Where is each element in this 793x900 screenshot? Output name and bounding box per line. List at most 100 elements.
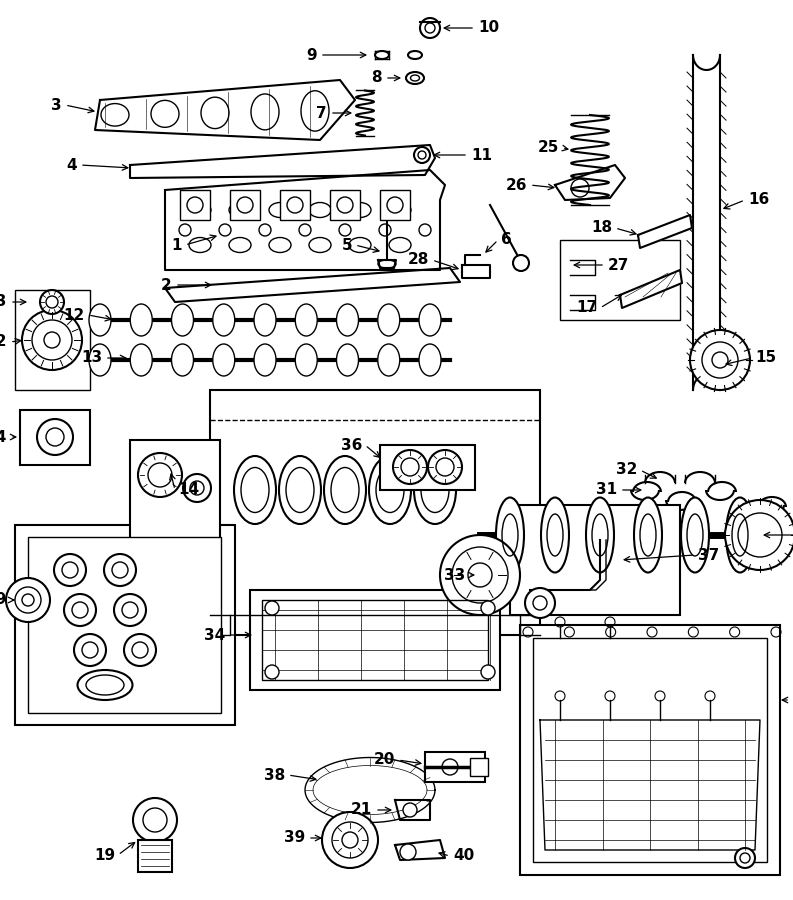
Circle shape (513, 255, 529, 271)
Ellipse shape (171, 304, 193, 336)
Polygon shape (540, 720, 760, 850)
Ellipse shape (541, 498, 569, 572)
Text: 17: 17 (576, 301, 597, 316)
Text: 15: 15 (755, 350, 776, 365)
Circle shape (690, 330, 750, 390)
Text: 1: 1 (171, 238, 182, 253)
Circle shape (393, 450, 427, 484)
Bar (510, 505, 680, 615)
Bar (180, 190, 210, 220)
Text: 14: 14 (178, 482, 199, 498)
Bar (533, 638, 767, 862)
Ellipse shape (375, 51, 389, 59)
Text: 23: 23 (0, 294, 7, 310)
Polygon shape (378, 260, 396, 268)
Circle shape (735, 848, 755, 868)
Circle shape (40, 290, 64, 314)
Ellipse shape (89, 304, 111, 336)
Text: 8: 8 (371, 70, 382, 86)
Circle shape (133, 798, 177, 842)
Bar (330, 190, 360, 220)
Circle shape (481, 665, 495, 679)
Bar (470, 758, 488, 776)
Polygon shape (305, 758, 435, 823)
Text: 31: 31 (596, 482, 617, 498)
Circle shape (265, 665, 279, 679)
Circle shape (403, 803, 417, 817)
Ellipse shape (234, 456, 276, 524)
Ellipse shape (78, 670, 132, 700)
Ellipse shape (634, 498, 662, 572)
Circle shape (138, 453, 182, 497)
Circle shape (400, 844, 416, 860)
Bar (380, 445, 475, 490)
Ellipse shape (295, 304, 317, 336)
Circle shape (114, 594, 146, 626)
Ellipse shape (171, 344, 193, 376)
Text: 40: 40 (453, 849, 474, 863)
Bar (280, 190, 310, 220)
Bar (560, 240, 680, 320)
Circle shape (6, 578, 50, 622)
Bar (130, 440, 220, 540)
Polygon shape (395, 840, 445, 860)
Circle shape (183, 474, 211, 502)
Text: 36: 36 (341, 437, 362, 453)
Ellipse shape (586, 498, 614, 572)
Bar (28, 537, 221, 713)
Text: 34: 34 (204, 627, 225, 643)
Circle shape (725, 500, 793, 570)
Ellipse shape (89, 344, 111, 376)
Ellipse shape (414, 456, 456, 524)
Ellipse shape (254, 304, 276, 336)
Ellipse shape (279, 456, 321, 524)
Polygon shape (638, 215, 692, 248)
Circle shape (440, 535, 520, 615)
Bar (380, 190, 410, 220)
Ellipse shape (213, 304, 235, 336)
Bar (20, 410, 90, 465)
Circle shape (481, 601, 495, 615)
Text: 22: 22 (0, 335, 7, 349)
Ellipse shape (496, 498, 524, 572)
Bar (210, 390, 540, 635)
Polygon shape (165, 268, 460, 302)
Text: 28: 28 (408, 253, 429, 267)
Text: 33: 33 (444, 568, 465, 582)
Ellipse shape (324, 456, 366, 524)
Ellipse shape (377, 344, 400, 376)
Bar (250, 590, 500, 690)
Bar (230, 190, 260, 220)
Text: 5: 5 (341, 238, 352, 253)
Polygon shape (462, 265, 490, 278)
Circle shape (104, 554, 136, 586)
Polygon shape (130, 145, 435, 178)
Circle shape (37, 419, 73, 455)
Text: 4: 4 (67, 158, 77, 173)
Ellipse shape (130, 304, 152, 336)
Circle shape (22, 310, 82, 370)
Text: 19: 19 (94, 848, 115, 862)
Bar (520, 625, 780, 875)
Ellipse shape (336, 304, 358, 336)
Circle shape (54, 554, 86, 586)
Ellipse shape (254, 344, 276, 376)
Ellipse shape (369, 456, 411, 524)
Ellipse shape (295, 344, 317, 376)
Ellipse shape (377, 304, 400, 336)
Text: 2: 2 (161, 277, 172, 292)
Text: 27: 27 (608, 257, 630, 273)
Text: 21: 21 (351, 803, 372, 817)
Text: 10: 10 (478, 21, 499, 35)
Bar (15, 290, 90, 390)
Ellipse shape (681, 498, 709, 572)
Ellipse shape (130, 344, 152, 376)
Polygon shape (620, 270, 682, 308)
Text: 39: 39 (284, 831, 305, 845)
Text: 13: 13 (81, 350, 102, 365)
Text: 25: 25 (538, 140, 559, 156)
Text: 32: 32 (615, 463, 637, 478)
Circle shape (124, 634, 156, 666)
Ellipse shape (408, 51, 422, 59)
Polygon shape (165, 170, 445, 270)
